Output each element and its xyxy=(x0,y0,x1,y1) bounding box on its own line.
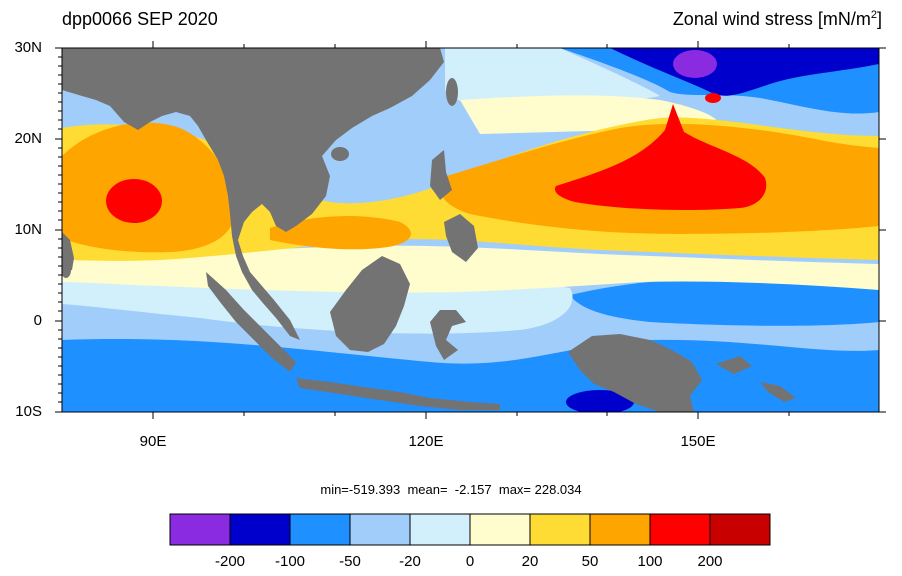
field-band-20-tropics xyxy=(62,245,879,293)
colorbar-tick-label: -20 xyxy=(399,553,421,570)
land-solomon-islands xyxy=(760,382,796,402)
lon-ticks xyxy=(152,41,790,419)
colorbar-box-3 xyxy=(349,513,411,546)
land-india xyxy=(62,232,74,272)
colorbar-tick-label: 0 xyxy=(465,553,475,570)
colorbar-tick-label: -50 xyxy=(339,553,361,570)
colorbar-box-5 xyxy=(469,513,531,546)
field-core-minus100-south xyxy=(566,390,634,412)
field-band-minus50-equator xyxy=(570,278,879,326)
colorbar xyxy=(169,513,771,546)
variable-title-text: Zonal wind stress [mN/m xyxy=(672,9,871,29)
lat-label-0: 0 xyxy=(33,312,42,329)
colorbar-tick-label: -100 xyxy=(274,553,306,570)
field-core-200-west-pacific xyxy=(554,104,767,210)
land-new-britain xyxy=(716,356,752,374)
land-java xyxy=(296,378,500,410)
land-sri-lanka xyxy=(62,262,71,278)
map-title: dpp0066 SEP 2020 xyxy=(62,9,218,29)
colorbar-box-7 xyxy=(589,513,651,546)
colorbar-box-8 xyxy=(649,513,711,546)
field-statistics: min=-519.393 mean= -2.157 max= 228.034 xyxy=(0,482,902,497)
colorbar-box-2 xyxy=(289,513,351,546)
land-asia-mainland xyxy=(62,48,444,340)
variable-title-suffix: ] xyxy=(876,9,882,29)
land-sumatra xyxy=(206,272,296,372)
land-hainan xyxy=(331,147,349,161)
field-core-minus200-north xyxy=(673,50,717,78)
lon-label-90e: 90E xyxy=(139,433,167,450)
colorbar-box-9 xyxy=(709,513,771,546)
lat-label-10s: 10S xyxy=(15,403,42,420)
variable-title-exponent: 2 xyxy=(870,9,877,21)
map-plot-area xyxy=(62,48,879,412)
variable-title: Zonal wind stress [mN/m2] xyxy=(673,9,882,30)
lon-label-120e: 120E xyxy=(408,433,444,450)
land-sulawesi xyxy=(430,310,466,360)
land-philippines xyxy=(430,150,478,262)
colorbar-tick-label: 20 xyxy=(521,553,539,570)
land-borneo xyxy=(330,256,410,352)
lat-label-20n: 20N xyxy=(14,130,42,147)
colorbar-tick-label: -200 xyxy=(214,553,246,570)
field-band-0-north xyxy=(445,48,660,105)
wind-stress-map xyxy=(55,41,886,419)
colorbar-box-4 xyxy=(409,513,471,546)
lat-ticks xyxy=(55,47,886,413)
land-new-guinea xyxy=(568,334,702,412)
field-core-100-south-china-sea xyxy=(270,216,411,250)
colorbar-box-1 xyxy=(229,513,291,546)
colorbar-tick-label: 50 xyxy=(581,553,599,570)
colorbar-tick-label: 100 xyxy=(637,553,663,570)
land-taiwan xyxy=(446,78,458,106)
lat-label-10n: 10N xyxy=(14,221,42,238)
field-statistics-text: min=-519.393 mean= -2.157 max= 228.034 xyxy=(320,482,582,497)
colorbar-box-6 xyxy=(529,513,591,546)
field-core-200-bay-of-bengal xyxy=(106,179,162,223)
colorbar-box-0 xyxy=(169,513,231,546)
lat-label-30n: 30N xyxy=(14,39,42,56)
lon-label-150e: 150E xyxy=(680,433,716,450)
field-core-200-small xyxy=(705,93,721,103)
colorbar-tick-label: 200 xyxy=(697,553,723,570)
